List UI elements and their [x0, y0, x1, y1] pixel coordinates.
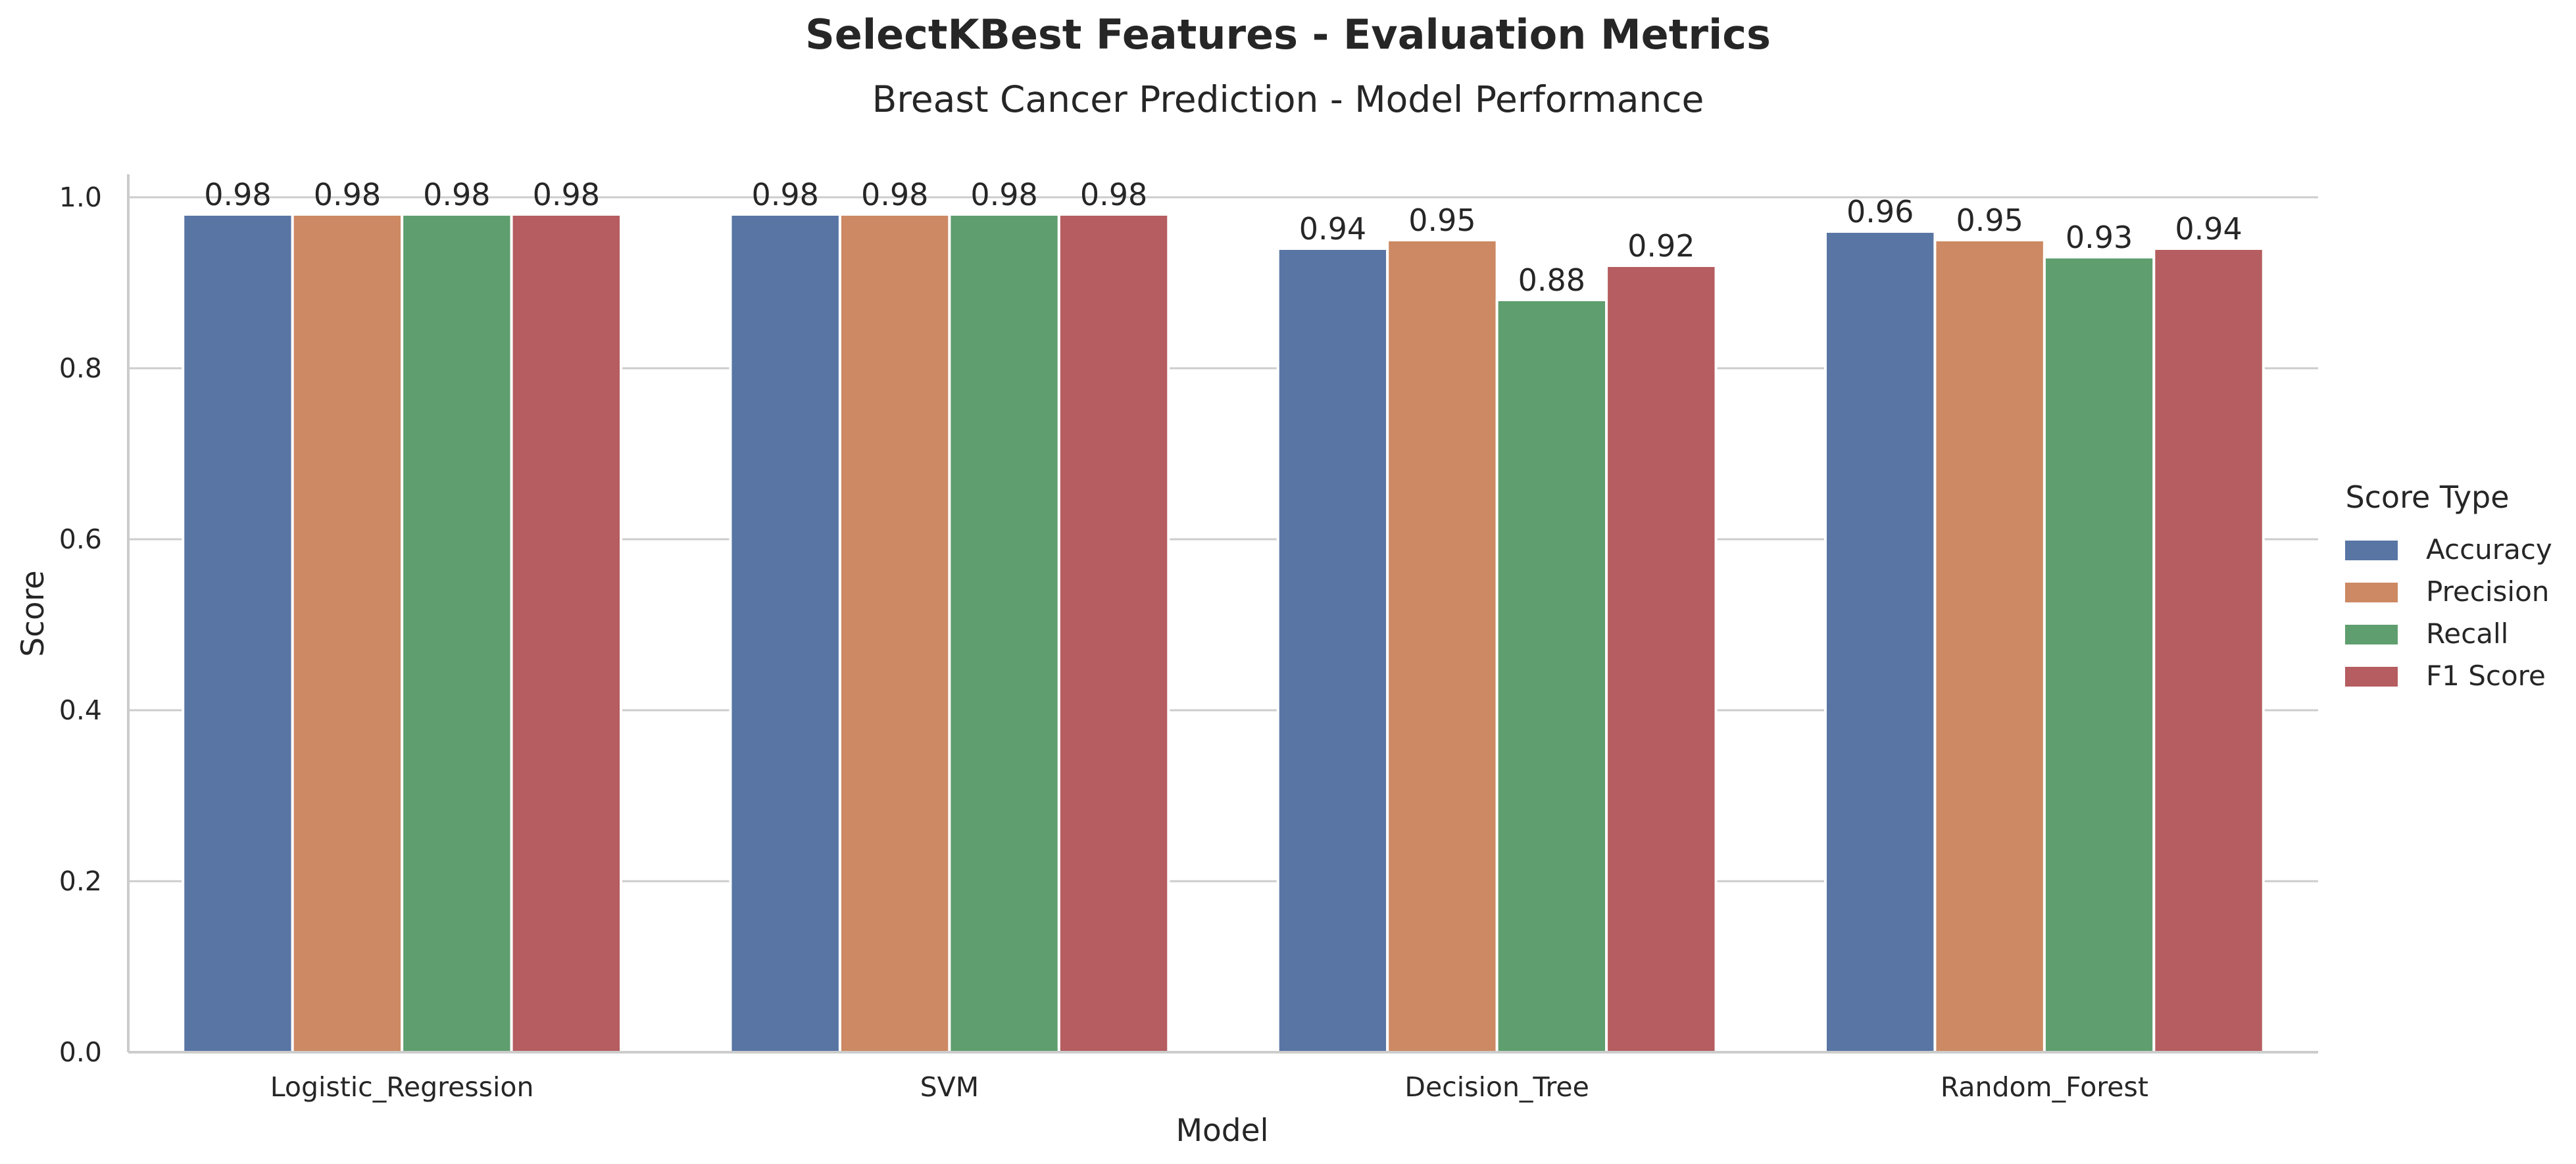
x-tick-label: Logistic_Regression: [270, 1071, 534, 1103]
bar-precision: [1933, 239, 2046, 1054]
x-axis-label: Model: [1176, 1113, 1268, 1149]
x-tick-labels: Logistic_Regression SVM Decision_Tree Rando…: [270, 1071, 2148, 1103]
data-label: 0.98: [1080, 177, 1147, 212]
axes: [127, 174, 2318, 1054]
data-label: 0.94: [1299, 211, 1366, 247]
data-label: 0.88: [1518, 262, 1585, 298]
bar-f1-score: [1057, 213, 1170, 1054]
legend: Score Type Accuracy Precision Recall F1 Sco…: [2345, 479, 2552, 692]
data-label: 0.95: [1956, 203, 2023, 238]
chart-subtitle: Breast Cancer Prediction - Model Perform…: [872, 78, 1704, 120]
data-label: 0.98: [314, 177, 381, 212]
y-tick-label: 0.6: [59, 523, 102, 555]
bar-recall: [2043, 256, 2156, 1054]
data-labels: 0.98 0.98 0.98 0.98 0.98 0.98 0.98 0.98 0.94 0.95…: [204, 177, 2242, 298]
bar-precision: [291, 213, 404, 1054]
bar-accuracy: [729, 213, 841, 1054]
bars: [182, 213, 2265, 1054]
legend-item-label: Precision: [2426, 575, 2549, 608]
y-tick-label: 0.0: [59, 1036, 102, 1068]
bar-f1-score: [510, 213, 623, 1054]
bar-precision: [1386, 239, 1499, 1054]
data-label: 0.98: [970, 177, 1037, 212]
legend-swatch: [2345, 625, 2398, 644]
y-tick-label: 0.2: [59, 865, 102, 897]
bar-f1-score: [1605, 264, 1718, 1054]
data-label: 0.96: [1846, 194, 1914, 230]
data-label: 0.98: [204, 177, 271, 212]
legend-swatch: [2345, 541, 2398, 560]
bar-f1-score: [2152, 247, 2265, 1054]
legend-item-label: Accuracy: [2426, 533, 2552, 566]
data-label: 0.98: [423, 177, 490, 212]
legend-item-label: Recall: [2426, 618, 2508, 650]
bar-recall: [948, 213, 1060, 1054]
y-tick-label: 0.4: [59, 694, 102, 726]
bar-recall: [1495, 299, 1608, 1054]
x-tick-label: Random_Forest: [1941, 1071, 2148, 1103]
data-label: 0.92: [1627, 228, 1695, 264]
legend-swatch: [2345, 583, 2398, 602]
data-label: 0.98: [861, 177, 928, 212]
y-axis-label: Score: [15, 570, 51, 657]
chart-title: SelectKBest Features - Evaluation Metric…: [805, 11, 1771, 59]
bar-accuracy: [1823, 230, 1937, 1054]
legend-item-label: F1 Score: [2426, 660, 2546, 692]
data-label: 0.95: [1408, 203, 1475, 238]
y-tick-label: 0.8: [59, 352, 102, 384]
legend-title: Score Type: [2345, 479, 2509, 515]
x-tick-label: SVM: [920, 1071, 979, 1103]
bar-accuracy: [182, 213, 294, 1054]
y-tick-labels: 0.0 0.2 0.4 0.6 0.8 1.0: [59, 182, 102, 1068]
data-label: 0.98: [533, 177, 600, 212]
data-label: 0.94: [2175, 211, 2242, 247]
bar-accuracy: [1276, 247, 1389, 1054]
data-label: 0.93: [2066, 220, 2133, 255]
bar-precision: [838, 213, 951, 1054]
data-label: 0.98: [751, 177, 818, 212]
y-tick-label: 1.0: [59, 182, 102, 213]
bar-recall: [401, 213, 513, 1054]
x-tick-label: Decision_Tree: [1404, 1071, 1589, 1103]
legend-swatch: [2345, 667, 2398, 687]
